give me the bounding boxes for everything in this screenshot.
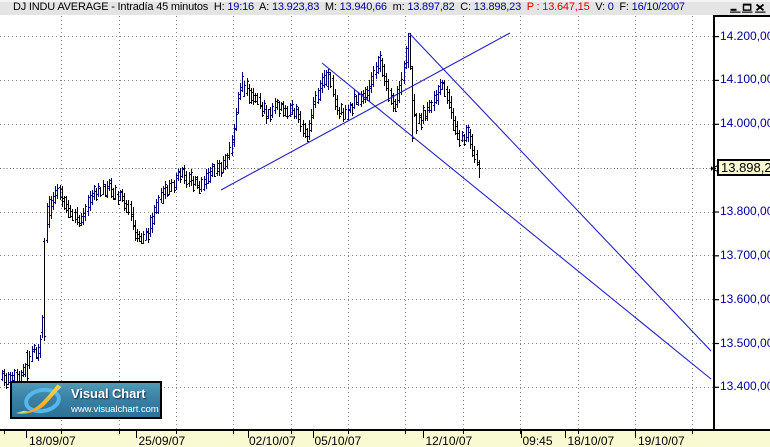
svg-text:Visual Chart: Visual Chart — [71, 386, 146, 401]
svg-text:www.visualchart.com: www.visualchart.com — [70, 404, 159, 415]
